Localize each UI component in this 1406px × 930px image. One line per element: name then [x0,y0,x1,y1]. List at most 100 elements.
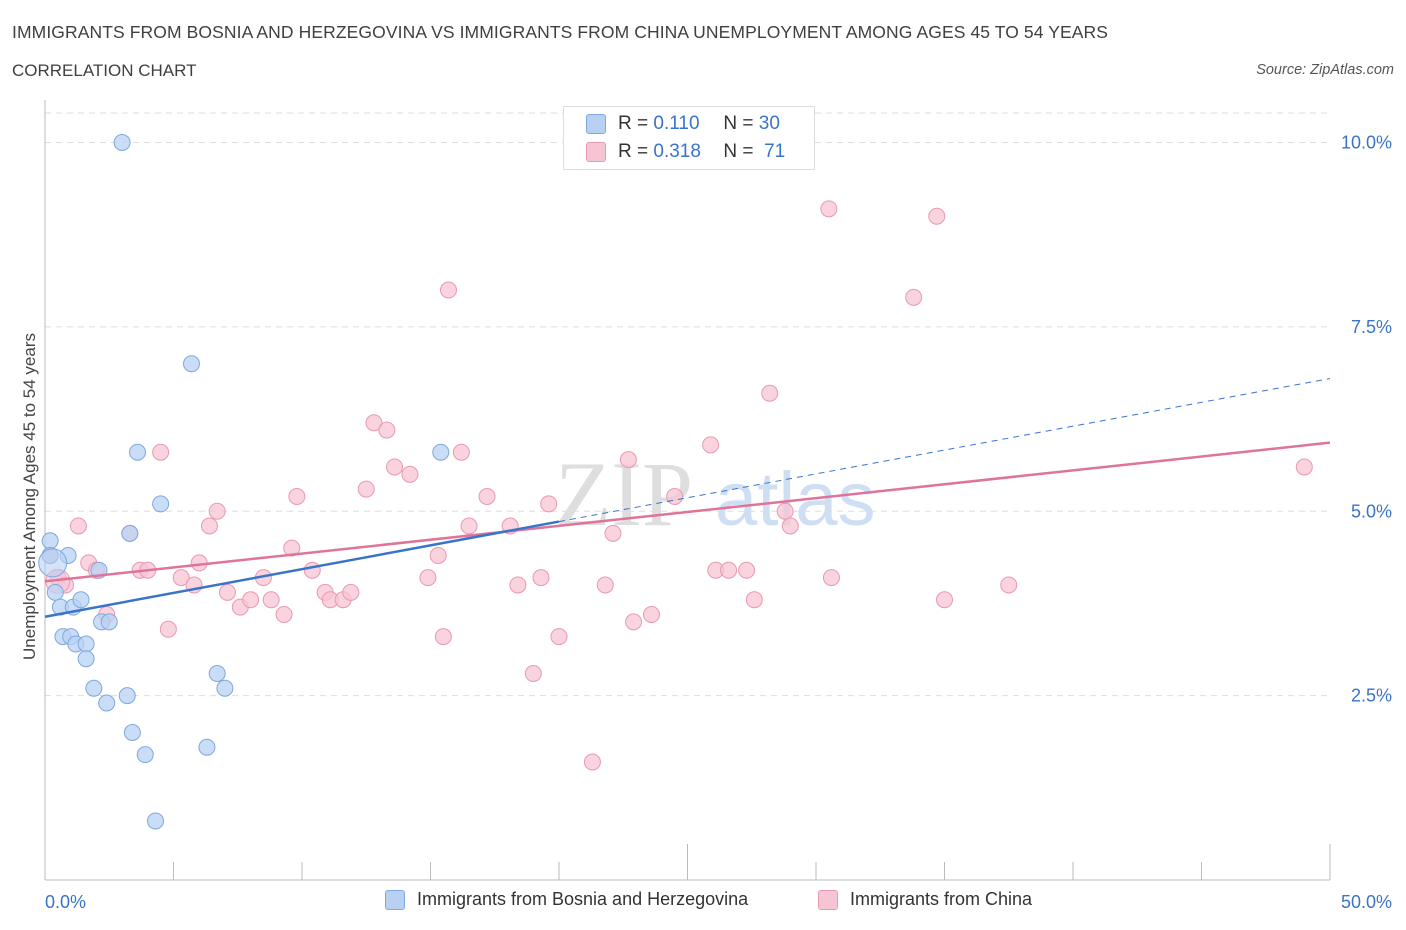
china-point [596,576,614,594]
bosnia-point [129,443,147,461]
china-point [152,443,170,461]
china-point [540,495,558,513]
china-swatch [586,142,606,162]
china-point [619,451,637,469]
bosnia-point [85,679,103,697]
china-point [283,539,301,557]
china-point [583,753,601,771]
bosnia-point [41,532,59,550]
china-point [776,502,794,520]
bosnia-point [38,548,68,578]
legend-item-bosnia[interactable]: Immigrants from Bosnia and Herzegovina [385,889,748,910]
bosnia-point [113,134,131,151]
china-point [720,561,738,579]
china-point [218,583,236,601]
china-point [159,620,177,638]
china-point [365,414,383,432]
china-point [172,569,190,587]
y-tick-label: 5.0% [1351,501,1392,521]
china-point [429,547,447,564]
china-point [666,488,684,505]
china-point [357,480,375,498]
r-label: R = [618,141,649,162]
bosnia-point [136,746,154,764]
bosnia-point [77,650,95,668]
china-point [822,569,840,587]
china-point [625,613,643,631]
china-point [342,583,360,601]
x-tick-label-max: 50.0% [1341,892,1392,912]
bosnia-point [123,724,141,741]
bosnia-point [46,583,64,601]
y-tick-label: 10.0% [1341,133,1392,153]
zipatlas-watermark: ZIP atlas [555,443,876,545]
china-point [288,488,306,505]
r-value-china: 0.318 [653,141,701,162]
china-point [550,628,568,646]
bosnia-point [147,812,165,830]
china-point [208,502,226,520]
china-point [434,628,452,646]
bosnia-swatch [385,889,405,910]
x-tick-label-min: 0.0% [45,892,86,912]
china-point [452,443,470,461]
bosnia-point [432,443,450,461]
china-point [532,569,550,587]
china-points [41,200,1313,771]
bosnia-point [216,679,234,697]
n-label: N = [723,113,754,134]
y-tick-label: 2.5% [1351,686,1392,706]
china-point [781,517,799,535]
bosnia-point [98,694,116,712]
china-point [439,281,457,299]
legend-row-bosnia: R = 0.110 N = 30 [586,111,780,137]
y-tick-label: 7.5% [1351,317,1392,337]
bosnia-point [121,524,139,542]
correlation-legend: R = 0.110 N = 30 R = 0.318 N = 71 [563,106,815,170]
china-point [928,207,946,225]
china-point [386,458,404,476]
china-point [745,591,763,609]
legend-row-china: R = 0.318 N = 71 [586,139,785,165]
axis-labels: 2.5% 5.0% 7.5% 10.0% 0.0% 50.0% Unemployment A… [20,133,1392,913]
bosnia-point [208,665,226,682]
china-point [419,569,437,587]
china-point [378,421,396,439]
bosnia-trend-extension [558,378,1331,523]
china-point [905,288,923,306]
china-point [200,517,218,535]
r-label: R = [618,113,649,134]
bosnia-point [77,635,95,653]
bosnia-point [152,495,170,513]
china-point [460,517,478,535]
china-point [524,665,542,682]
axes [44,100,1331,881]
china-point [604,524,622,542]
y-axis-title: Unemployment Among Ages 45 to 54 years [20,333,39,660]
china-point [643,606,661,623]
china-point [262,591,280,609]
china-point [242,591,260,609]
bosnia-point [198,738,216,756]
china-point [275,606,293,623]
china-point [401,465,419,483]
china-point [478,488,496,505]
china-point [936,591,953,609]
r-value-bosnia: 0.110 [653,113,700,134]
bosnia-trend-line [44,520,560,618]
n-value-bosnia: 30 [758,113,780,134]
china-point [1000,576,1018,594]
china-point [303,561,321,579]
china-swatch [818,889,838,910]
series-legend: Immigrants from Bosnia and Herzegovina I… [0,889,1406,915]
chart-subtitle: CORRELATION CHART [12,61,197,80]
bosnia-point [100,613,118,631]
n-label: N = [723,141,754,162]
china-point [1295,458,1313,476]
n-value-china: 71 [764,141,786,162]
bosnia-swatch [586,114,606,134]
trend-lines [44,378,1331,618]
china-point [738,561,756,579]
legend-item-china[interactable]: Immigrants from China [818,889,1032,910]
